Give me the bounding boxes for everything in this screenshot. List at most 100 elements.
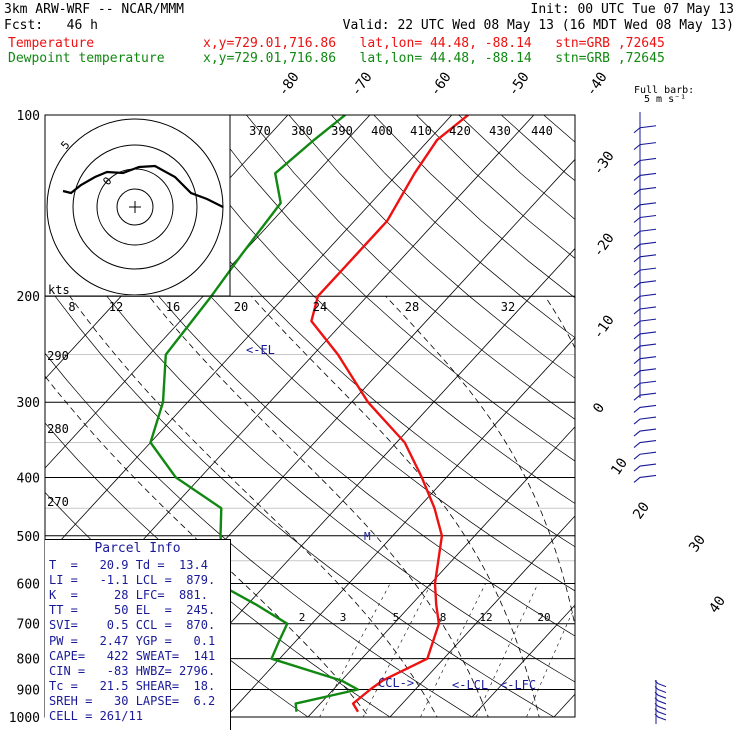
level-annotation: <-LCL: [452, 678, 488, 692]
dry-adiabat: [45, 133, 575, 637]
hodograph-trace: [62, 164, 224, 208]
mixing-ratio-line: [588, 583, 648, 729]
dry-adiabat: [45, 352, 473, 717]
theta-label: 290: [47, 349, 69, 363]
mixing-ratio-label: 2: [299, 611, 306, 624]
hodograph-speed-label: 12: [109, 300, 123, 314]
mixing-ratio-line: [475, 583, 539, 717]
isotherm-label: -50: [505, 69, 533, 99]
parcel-row: SREH = 30 LAPSE= 6.2: [49, 693, 216, 708]
pressure-label: 500: [17, 530, 40, 545]
hodograph-speed-label: 20: [234, 300, 248, 314]
isotherm-line: [307, 426, 575, 717]
wind-barb: [633, 306, 657, 315]
wind-barb: [633, 125, 657, 134]
init-time: Init: 00 UTC Tue 07 May 13: [530, 2, 735, 17]
dewpoint-location-info: x,y=729.01,716.86 lat,lon= 44.48, -88.14…: [203, 51, 665, 66]
wind-barb: [633, 228, 657, 237]
temperature-legend-label: Temperature: [8, 36, 95, 51]
parcel-row: Tc = 21.5 SHEAR= 18.: [49, 678, 216, 693]
barb-legend-unit: 5 m s⁻¹: [644, 94, 687, 105]
wind-barb: [633, 157, 657, 166]
wind-barb: [654, 708, 667, 716]
wind-barb: [633, 202, 657, 211]
moist-adiabat: [45, 375, 370, 717]
dry-adiabat: [203, 115, 575, 462]
pressure-label: 800: [17, 653, 40, 668]
dry-adiabat: [76, 115, 575, 592]
moist-adiabat: [69, 295, 438, 717]
wind-barb: [654, 691, 667, 699]
parcel-row: PW = 2.47 YGP = 0.1: [49, 633, 216, 648]
isotherm-label: -60: [427, 69, 455, 99]
mixing-ratio-line: [526, 605, 575, 717]
valid-time: Valid: 22 UTC Wed 08 May 13 (16 MDT Wed …: [342, 18, 734, 33]
parcel-row: SVI= 0.5 CCL = 870.: [49, 618, 216, 633]
dry-adiabat: [288, 115, 575, 379]
dry-adiabat: [45, 281, 555, 717]
hodograph-speed-label: 8: [68, 300, 75, 314]
level-annotation: CCL->: [378, 676, 414, 690]
pressure-label: 700: [17, 618, 40, 633]
dry-adiabat: [118, 115, 575, 548]
wind-barb: [633, 451, 657, 460]
theta-label: 270: [47, 495, 69, 509]
isotherm-label: -10: [590, 312, 618, 342]
dry-adiabat: [629, 115, 740, 730]
moist-adiabat: [544, 295, 575, 349]
mixing-ratio-label: 8: [440, 611, 447, 624]
dry-adiabat: [501, 115, 575, 182]
dry-adiabat: [331, 115, 575, 339]
level-annotation: <-LFC: [500, 678, 536, 692]
wind-barb: [633, 254, 657, 263]
barb-legend-title: Full barb:: [634, 85, 695, 96]
hodograph-unit-label: kts: [48, 283, 70, 297]
mixing-ratio-label: 3: [340, 611, 347, 624]
wind-barb: [633, 187, 657, 195]
hodograph-speed-label: 32: [501, 300, 515, 314]
hodograph-ring: [72, 144, 198, 270]
theta-label: 280: [47, 422, 69, 436]
isotherm-label: 0: [590, 400, 608, 416]
theta-label: 430: [489, 124, 511, 138]
theta-label: 410: [410, 124, 432, 138]
wind-barb: [654, 713, 667, 721]
isotherm-line: [45, 115, 453, 558]
theta-label: 370: [249, 124, 271, 138]
wind-barb: [633, 439, 657, 448]
mixing-ratio-line: [420, 583, 486, 717]
isotherm-label: 10: [608, 455, 631, 478]
isotherm-line: [45, 115, 371, 469]
parcel-row: T = 20.9 Td = 13.4: [49, 558, 208, 573]
parcel-info-title: Parcel Info: [94, 541, 181, 556]
wind-barb: [633, 368, 657, 377]
dry-adiabat: [586, 115, 740, 730]
pressure-label: 400: [17, 471, 40, 486]
parcel-row: LI = -1.1 LCL = 879.: [49, 573, 216, 588]
isotherm-line: [624, 115, 740, 730]
pressure-label: 100: [17, 109, 40, 124]
forecast-hour: Fcst: 46 h: [4, 18, 98, 33]
temperature-profile: [310, 115, 469, 713]
wind-barb: [633, 172, 657, 181]
plot-frame: [44, 114, 576, 718]
wind-barb: [633, 428, 657, 437]
wind-barb: [633, 474, 657, 483]
isotherm-line: [553, 693, 575, 717]
temperature-location-info: x,y=729.01,716.86 lat,lon= 44.48, -88.14…: [203, 36, 665, 51]
mixing-ratio-label: 12: [479, 611, 492, 624]
dry-adiabat: [416, 115, 575, 259]
theta-label: 400: [371, 124, 393, 138]
dry-adiabat: [246, 115, 575, 420]
wind-barb: [633, 380, 657, 389]
wind-barb: [633, 142, 657, 151]
dry-adiabat: [543, 115, 575, 143]
mixing-ratio-line: [319, 583, 391, 717]
isotherm-label: -40: [583, 69, 611, 99]
wind-barb: [633, 293, 657, 302]
wind-barb: [633, 331, 657, 340]
wind-barb: [654, 702, 667, 710]
moist-adiabat: [251, 295, 540, 717]
hodograph-speed-label: 28: [405, 300, 419, 314]
hodograph-ring: [116, 188, 154, 226]
